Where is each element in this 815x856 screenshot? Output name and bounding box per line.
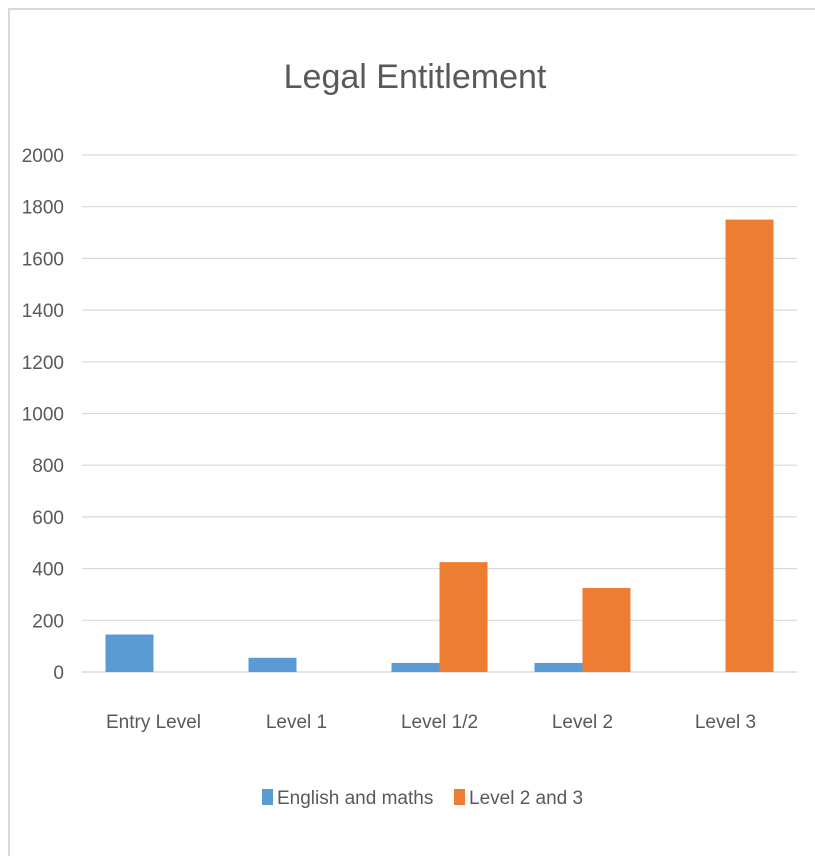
x-tick-label: Entry Level <box>106 712 201 733</box>
x-axis-tick-labels: Entry Level Level 1 Level 1/2 Level 2 Level … <box>106 712 756 733</box>
y-tick-label: 1800 <box>22 198 64 219</box>
legend: English and maths Level 2 and 3 <box>262 788 583 809</box>
legend-label: English and maths <box>277 788 433 809</box>
y-tick-label: 2000 <box>22 146 64 167</box>
bar-level-1-series-1 <box>248 657 297 672</box>
legend-swatch <box>454 789 465 805</box>
y-tick-label: 200 <box>32 611 64 632</box>
y-tick-label: 1000 <box>22 405 64 426</box>
y-tick-label: 1200 <box>22 353 64 374</box>
x-tick-label: Level 1/2 <box>401 712 478 733</box>
legend-label: Level 2 and 3 <box>469 788 583 809</box>
bar-level-1-2-series-1 <box>391 662 440 672</box>
chart-frame <box>8 8 815 856</box>
x-tick-label: Level 3 <box>695 712 756 733</box>
legend-swatch <box>262 789 273 805</box>
y-tick-label: 400 <box>32 560 64 581</box>
bar-level-3-series-2 <box>725 219 774 672</box>
bar-level-2-series-2 <box>582 587 631 672</box>
x-tick-label: Level 2 <box>552 712 613 733</box>
y-tick-label: 600 <box>32 508 64 529</box>
y-tick-label: 1600 <box>22 249 64 270</box>
bar-level-2-series-1 <box>534 662 583 672</box>
y-tick-label: 1400 <box>22 301 64 322</box>
y-axis-tick-labels: 0 200 400 600 800 1000 1200 1400 1600 1800 2000 <box>22 146 64 684</box>
bar-level-1-2-series-2 <box>439 562 488 672</box>
y-tick-label: 800 <box>32 456 64 477</box>
y-tick-label: 0 <box>53 663 64 684</box>
x-tick-label: Level 1 <box>266 712 327 733</box>
bars <box>105 219 774 672</box>
chart-title: Legal Entitlement <box>284 58 547 96</box>
bar-entry-level-series-1 <box>105 634 154 672</box>
